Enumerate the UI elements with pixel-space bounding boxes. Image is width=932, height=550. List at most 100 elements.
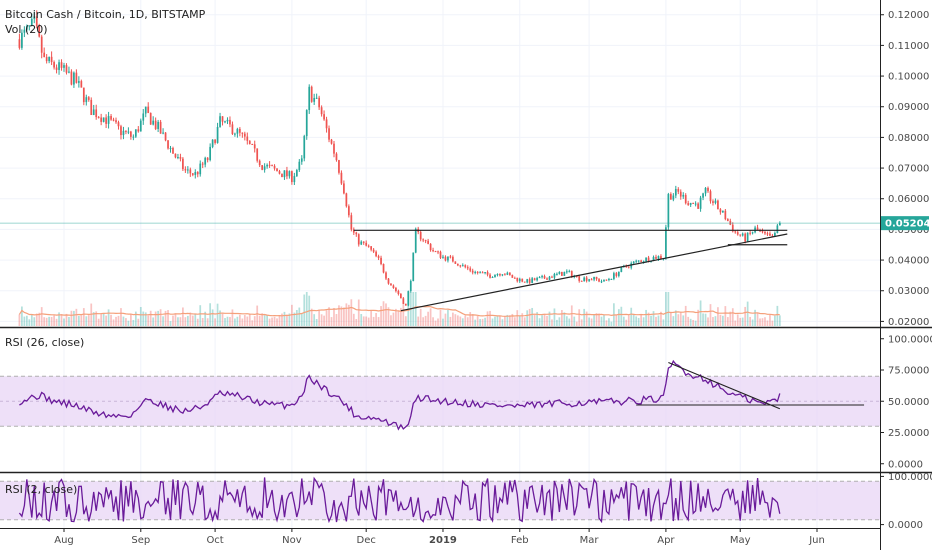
- price-tick-label: 0.10000: [888, 72, 929, 83]
- price-axis[interactable]: 0.12000 0.11000 0.10000 0.09000 0.08000 0.070…: [880, 10, 932, 531]
- candle: [437, 250, 439, 255]
- volume-bar: [100, 314, 103, 326]
- volume-bar: [769, 314, 771, 326]
- candle: [92, 104, 95, 116]
- candle: [605, 279, 608, 281]
- candle: [73, 71, 75, 88]
- rising-trendline[interactable]: [400, 233, 788, 312]
- candle: [724, 208, 727, 221]
- candle: [241, 132, 244, 138]
- candle: [613, 271, 615, 281]
- candle: [253, 140, 256, 153]
- volume-bar: [508, 315, 511, 326]
- volume-bar: [526, 310, 529, 326]
- symbol-title[interactable]: Bitcoin Cash / Bitcoin, 1D, BITSTAMP: [5, 8, 206, 21]
- candle: [315, 93, 318, 100]
- candle: [744, 232, 747, 244]
- candle: [526, 278, 529, 284]
- candle: [273, 164, 276, 171]
- candle: [28, 25, 31, 31]
- time-tick-label: Mar: [580, 535, 600, 546]
- candle: [191, 173, 194, 177]
- volume-bar: [251, 320, 254, 326]
- volume-bar: [40, 307, 43, 326]
- candle: [442, 254, 444, 259]
- candle: [496, 273, 499, 277]
- volume-bar: [390, 315, 392, 326]
- volume-bar: [531, 307, 534, 326]
- candle: [561, 271, 563, 276]
- volume-bar: [315, 319, 318, 326]
- candle: [340, 170, 343, 185]
- candle: [350, 212, 353, 232]
- rsi-2-title[interactable]: RSI (2, close): [5, 483, 77, 496]
- volume-bar: [635, 316, 638, 326]
- candle: [689, 202, 692, 208]
- volume-bar: [172, 315, 174, 326]
- candle: [434, 250, 437, 253]
- candle: [404, 303, 407, 306]
- volume-bar: [558, 317, 561, 326]
- candle: [283, 170, 286, 180]
- volume-bar: [432, 317, 434, 326]
- volume-bar: [226, 316, 229, 326]
- candle: [209, 143, 212, 162]
- candle: [593, 276, 595, 282]
- price-trendlines[interactable]: [353, 229, 788, 312]
- candle: [687, 200, 690, 206]
- candle: [25, 24, 28, 33]
- candle: [276, 168, 278, 172]
- volume-bar: [191, 315, 194, 326]
- volume-bar: [43, 317, 46, 326]
- volume-bar: [370, 310, 373, 326]
- candle: [516, 277, 519, 283]
- price-tick-label: 0.02000: [888, 317, 929, 328]
- volume-bar: [776, 305, 779, 326]
- volume-bar: [293, 312, 296, 326]
- rsi-26-title[interactable]: RSI (26, close): [5, 336, 84, 349]
- candle: [286, 166, 288, 180]
- rsi-trendlines[interactable]: [636, 361, 865, 410]
- rsi-falling-trendline[interactable]: [668, 361, 781, 410]
- candle: [380, 255, 382, 266]
- candle: [766, 231, 769, 237]
- volume-bar: [548, 311, 551, 326]
- candle: [419, 230, 422, 242]
- volume-bar: [97, 318, 100, 326]
- candle: [77, 76, 80, 88]
- volume-bar: [444, 313, 447, 326]
- volume-bar: [726, 317, 729, 326]
- price-tick-label: 0.05000: [888, 225, 929, 236]
- candle: [432, 247, 434, 253]
- volume-bar: [692, 319, 695, 326]
- candle: [474, 270, 477, 275]
- volume-indicator-title[interactable]: Vol (20): [5, 23, 48, 36]
- volume-bar: [501, 319, 504, 326]
- candle: [774, 231, 776, 237]
- volume-bar: [179, 317, 182, 326]
- candle: [281, 173, 283, 178]
- volume-bar: [442, 318, 444, 326]
- volume-bar: [211, 309, 214, 326]
- candle: [211, 139, 214, 149]
- price-candles[interactable]: [18, 10, 781, 307]
- volume-bar: [456, 315, 459, 326]
- volume-bar: [486, 311, 489, 326]
- volume-bar: [25, 315, 28, 326]
- candle: [70, 69, 73, 86]
- candle: [553, 272, 556, 280]
- time-tick-label: Nov: [282, 535, 302, 546]
- candle: [115, 117, 117, 124]
- volume-bar: [248, 313, 251, 326]
- price-tick-label: 0.03000: [888, 286, 929, 297]
- volume-bar: [536, 312, 538, 326]
- candle: [637, 260, 640, 263]
- volume-bar: [466, 317, 469, 326]
- candle: [412, 252, 415, 282]
- candle: [229, 116, 231, 128]
- volume-bar: [333, 307, 335, 326]
- time-axis[interactable]: Aug Sep Oct Nov Dec 2019 Feb Mar Apr May Jun: [54, 528, 825, 546]
- candle: [739, 234, 742, 237]
- candle: [357, 233, 360, 247]
